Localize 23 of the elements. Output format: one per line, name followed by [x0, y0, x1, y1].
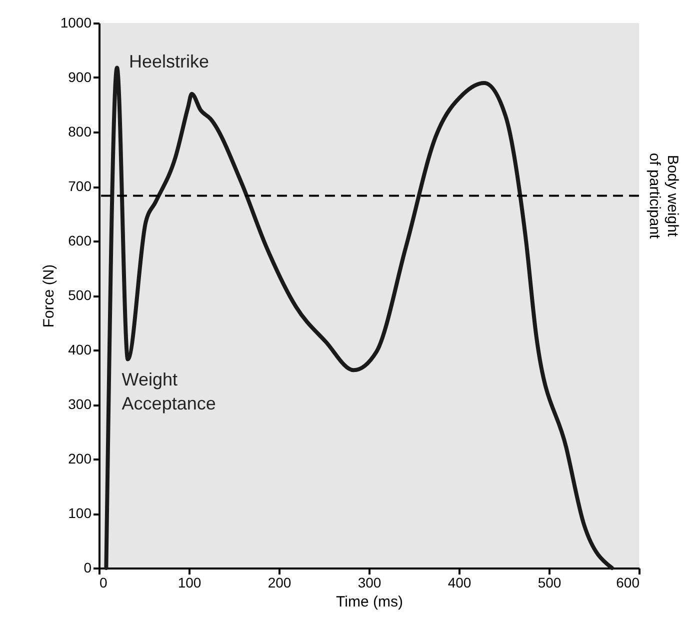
- x-tick-label: 600: [616, 574, 640, 590]
- annotation: Heelstrike: [129, 52, 210, 72]
- y-tick-label: 800: [68, 124, 92, 140]
- y-axis-title: Force (N): [40, 264, 58, 328]
- x-tick-label: 100: [178, 574, 202, 590]
- y-tick-label: 500: [68, 287, 92, 303]
- y-tick-label: 100: [68, 505, 92, 521]
- x-tick-label: 0: [100, 574, 108, 590]
- y-tick-label: 0: [84, 560, 92, 576]
- x-tick-label: 300: [358, 574, 382, 590]
- y-tick-label: 600: [68, 232, 92, 248]
- x-tick-label: 400: [448, 574, 472, 590]
- y-tick-label: 400: [68, 342, 92, 358]
- x-tick-label: 500: [538, 574, 562, 590]
- y-tick-label: 1000: [60, 14, 92, 30]
- annotation: Weight Acceptance: [122, 369, 216, 414]
- x-axis-title: Time (ms): [336, 594, 403, 610]
- y-tick-label: 700: [68, 178, 92, 194]
- x-tick-label: 200: [268, 574, 292, 590]
- ref-line-label: Body weight of participant: [646, 152, 681, 240]
- y-tick-label: 300: [68, 396, 92, 412]
- y-tick-label: 200: [68, 450, 92, 466]
- y-tick-label: 900: [68, 69, 92, 85]
